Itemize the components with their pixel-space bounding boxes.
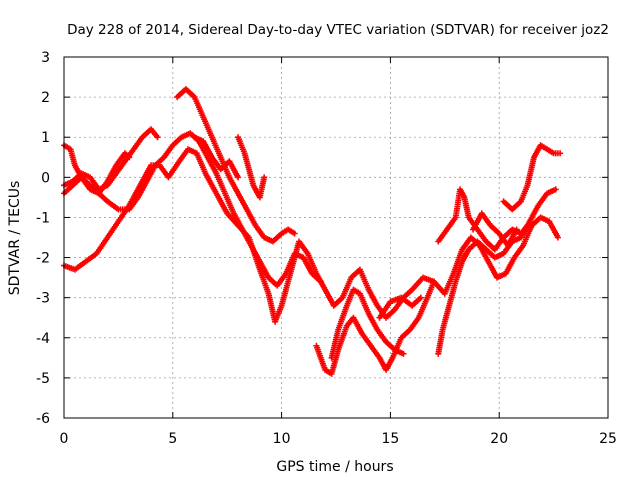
y-tick-label: 0 [41,170,50,186]
plot-frame [63,56,609,419]
y-tick-label: -6 [36,411,50,427]
series-track-7 [191,134,242,181]
y-tick-label: -5 [36,371,50,387]
x-tick-label: 20 [490,431,508,447]
y-tick-label: 3 [41,50,50,66]
chart-title: Day 228 of 2014, Sidereal Day-to-day VTE… [67,22,609,38]
plus-marker [513,226,520,233]
series-track-14 [500,142,564,213]
plus-marker [524,222,531,229]
plus-marker [417,294,424,301]
series-track-5 [174,86,298,245]
plus-marker [400,350,407,357]
x-tick-label: 15 [381,431,399,447]
series-track-4 [61,150,133,197]
plus-marker [154,134,161,141]
series-track-6 [235,134,268,201]
series-track-12 [435,186,531,253]
y-tick-label: -3 [36,291,50,307]
series-track-9 [328,286,407,361]
y-tick-label: -2 [36,251,50,267]
x-tick-label: 0 [60,431,69,447]
plus-marker [430,278,437,285]
y-tick-label: 2 [41,90,50,106]
x-tick-label: 5 [168,431,177,447]
plus-marker [557,150,564,157]
x-axis-label: GPS time / hours [276,459,393,475]
series-track-8 [313,278,437,377]
plus-marker [235,174,242,181]
series-track-10 [376,294,424,321]
y-tick-label: -4 [36,331,50,347]
series-track-13 [470,210,520,249]
x-tick-label: 25 [599,431,617,447]
series-track-2 [61,146,561,325]
x-tick-label: 10 [273,431,291,447]
plus-marker [554,234,561,241]
plus-marker [291,230,298,237]
data-series [61,86,564,377]
plus-marker [552,186,559,193]
plus-marker [261,174,268,181]
plus-marker [126,154,133,161]
y-tick-label: 1 [41,130,50,146]
y-tick-label: -1 [36,210,50,226]
y-axis-label: SDTVAR / TECUs [7,181,23,296]
